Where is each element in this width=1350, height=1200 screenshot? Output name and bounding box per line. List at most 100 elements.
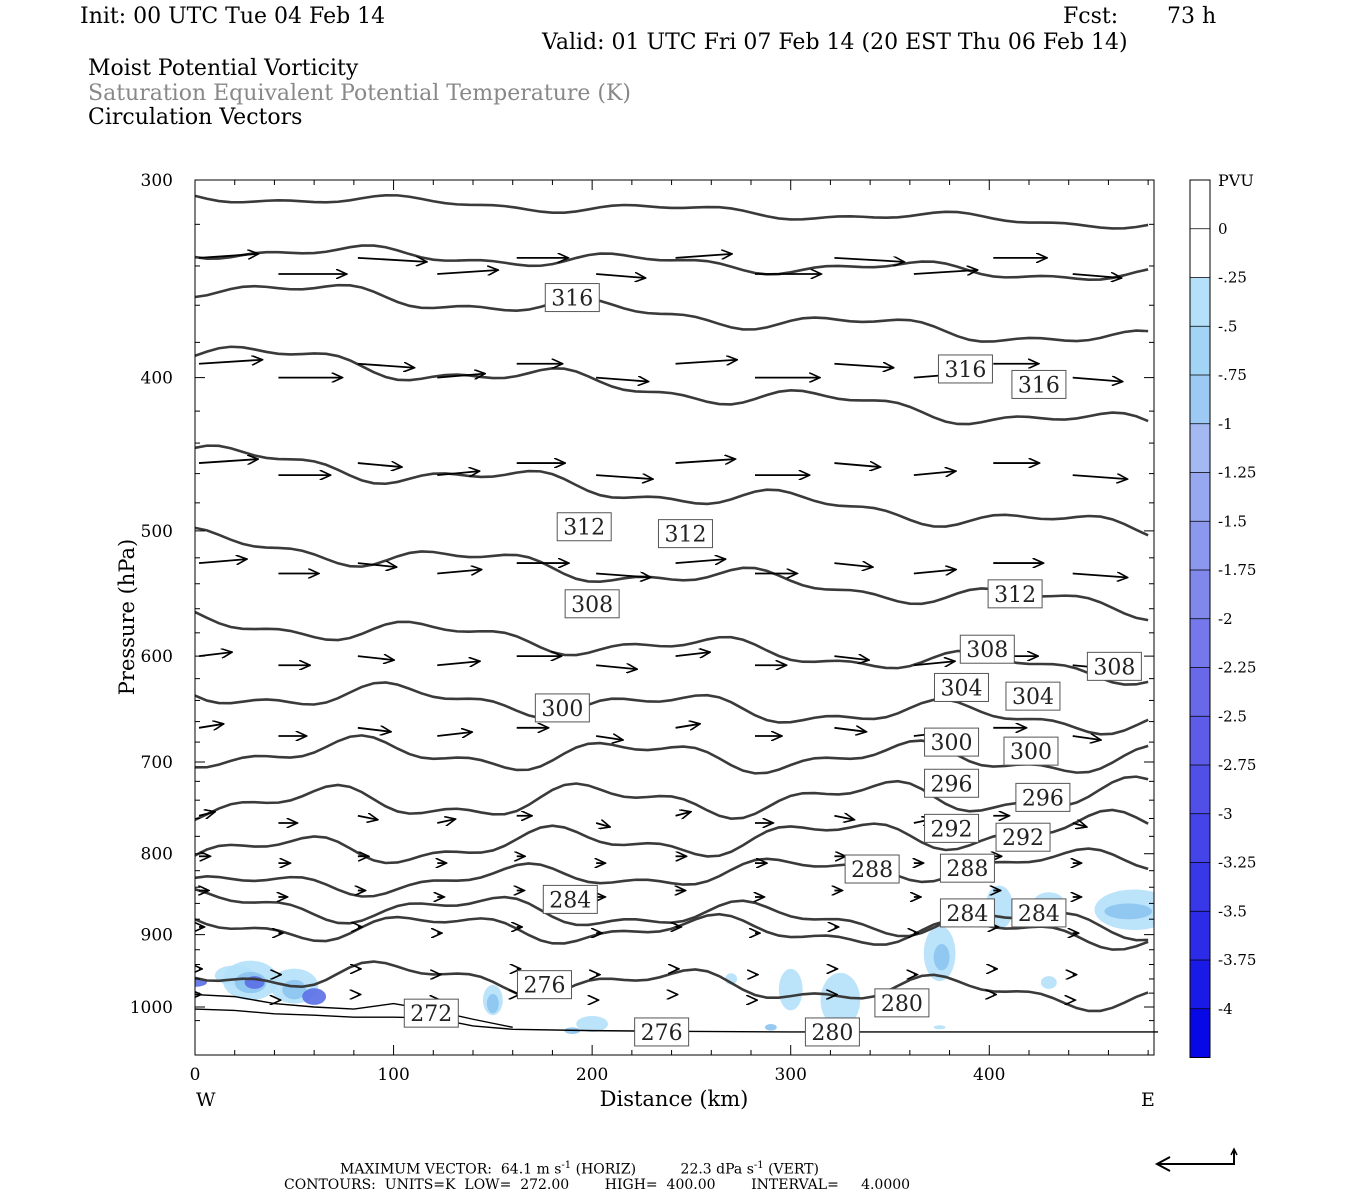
contour-label: 296 bbox=[931, 772, 973, 797]
circulation-vector bbox=[913, 270, 978, 274]
plot-frame bbox=[194, 179, 1155, 1056]
circulation-vector bbox=[675, 360, 738, 364]
y-tick-label: 500 bbox=[141, 522, 173, 542]
contour-label: 284 bbox=[946, 902, 988, 927]
circulation-vector bbox=[913, 569, 956, 573]
contour-label: 312 bbox=[563, 516, 605, 541]
colorbar-swatch bbox=[1190, 521, 1210, 570]
colorbar-tick-label: -1.5 bbox=[1218, 512, 1247, 530]
reference-vector-icon bbox=[1154, 1147, 1238, 1172]
colorbar-tick-label: -3 bbox=[1218, 805, 1233, 823]
contour-label: 276 bbox=[641, 1021, 683, 1046]
valid-time: Valid: 01 UTC Fri 07 Feb 14 (20 EST Thu … bbox=[542, 30, 1128, 55]
circulation-vector bbox=[357, 728, 391, 732]
contour-label-box bbox=[1003, 736, 1059, 766]
contour-label-box bbox=[924, 813, 980, 843]
contour-label-box bbox=[634, 1017, 690, 1047]
mpv-shade bbox=[576, 1015, 609, 1032]
circulation-vector bbox=[437, 819, 455, 823]
colorbar-swatch bbox=[1190, 228, 1210, 278]
theta-es-contour bbox=[195, 681, 1149, 736]
colorbar-tick-label: -2.75 bbox=[1218, 756, 1256, 774]
east-label: E bbox=[1141, 1089, 1155, 1111]
contour-label: 312 bbox=[994, 583, 1036, 608]
x-tick-label: 400 bbox=[973, 1065, 1005, 1085]
circulation-vector bbox=[198, 559, 247, 563]
theta-es-contour bbox=[195, 960, 1149, 1013]
colorbar-swatch bbox=[1190, 326, 1210, 375]
forecast-hour: 73 h bbox=[1167, 4, 1217, 29]
circulation-vector bbox=[675, 812, 691, 816]
circulation-vector bbox=[198, 360, 262, 364]
max-vector-mid: (HORIZ) 22.3 dPa s bbox=[571, 1161, 754, 1178]
colorbar-tick-label: -3.5 bbox=[1218, 902, 1247, 920]
circulation-vector bbox=[595, 823, 610, 827]
x-tick-label: 300 bbox=[774, 1065, 806, 1085]
contour-label: 292 bbox=[931, 817, 973, 842]
y-tick-label: 800 bbox=[141, 845, 173, 865]
contour-label: 304 bbox=[1012, 685, 1054, 710]
circulation-vector bbox=[596, 665, 637, 669]
colorbar-swatch bbox=[1190, 716, 1210, 765]
pv-colorbar: 0 -.25 -.5 -.75 -1 -1.25 -1.5 -1.75 -2 -2.25 -2.5 -… bbox=[1189, 179, 1256, 1058]
circulation-vector bbox=[596, 378, 649, 382]
circulation-vector bbox=[357, 258, 427, 262]
contour-label: 284 bbox=[549, 888, 591, 913]
circulation-vector bbox=[675, 724, 701, 728]
contour-label: 316 bbox=[1018, 373, 1060, 398]
mpv-shade bbox=[764, 1023, 777, 1031]
circulation-vector bbox=[675, 254, 733, 258]
circulation-vector bbox=[913, 471, 956, 475]
contour-label-box bbox=[657, 519, 713, 549]
circulation-vector bbox=[1072, 823, 1087, 827]
contour-label: 308 bbox=[571, 593, 613, 618]
theta-es-contour bbox=[195, 345, 1149, 426]
contour-label: 308 bbox=[1093, 655, 1135, 680]
colorbar-tick-label: -2 bbox=[1218, 610, 1233, 628]
field-theta-es-title: Saturation Equivalent Potential Temperat… bbox=[88, 81, 631, 106]
colorbar-tick-label: -3.75 bbox=[1218, 951, 1256, 969]
circulation-vector bbox=[834, 364, 893, 368]
mpv-shade bbox=[1104, 903, 1153, 920]
contour-label-box bbox=[564, 589, 620, 619]
contour-label-box bbox=[995, 822, 1051, 852]
circulation-vector bbox=[1072, 274, 1122, 278]
terrain-secondary-line bbox=[194, 993, 513, 1028]
circulation-vector bbox=[834, 563, 873, 567]
colorbar-tick-label: -3.25 bbox=[1218, 854, 1256, 872]
contour-label-box bbox=[933, 672, 989, 702]
circulation-vector bbox=[675, 652, 711, 656]
contour-label-box bbox=[924, 727, 980, 757]
contour-label-box bbox=[1086, 651, 1142, 681]
contour-label: 300 bbox=[541, 697, 583, 722]
colorbar-tick-label: -2.5 bbox=[1218, 707, 1247, 725]
theta-es-contour bbox=[195, 444, 1149, 537]
circulation-vector bbox=[834, 463, 880, 467]
colorbar-title: PVU bbox=[1218, 171, 1254, 190]
colorbar-swatch bbox=[1190, 862, 1210, 912]
contour-label-box bbox=[939, 898, 995, 928]
contour-label-box bbox=[959, 634, 1015, 664]
contour-label: 276 bbox=[523, 974, 565, 999]
colorbar-swatch bbox=[1190, 180, 1210, 229]
contour-label: 300 bbox=[931, 731, 973, 756]
circulation-vector bbox=[834, 656, 869, 660]
contour-label-box bbox=[544, 283, 600, 313]
contour-label-box bbox=[403, 998, 459, 1028]
colorbar-tick-label: -.25 bbox=[1218, 269, 1247, 287]
x-tick-label: 0 bbox=[190, 1065, 201, 1085]
y-tick-label: 900 bbox=[141, 926, 173, 946]
contour-label-box bbox=[987, 579, 1043, 609]
contour-label: 316 bbox=[944, 358, 986, 383]
circulation-vector bbox=[675, 459, 736, 463]
contour-label-box bbox=[939, 853, 995, 883]
mpv-shade bbox=[486, 993, 499, 1014]
theta-es-contour bbox=[195, 283, 1149, 343]
contour-label-box bbox=[1011, 369, 1067, 399]
forecast-label: Fcst: bbox=[1063, 4, 1119, 29]
y-tick-label: 400 bbox=[141, 369, 173, 389]
circulation-vector bbox=[357, 364, 415, 368]
circulation-vector bbox=[1072, 573, 1128, 577]
y-tick-label: 300 bbox=[141, 171, 173, 191]
